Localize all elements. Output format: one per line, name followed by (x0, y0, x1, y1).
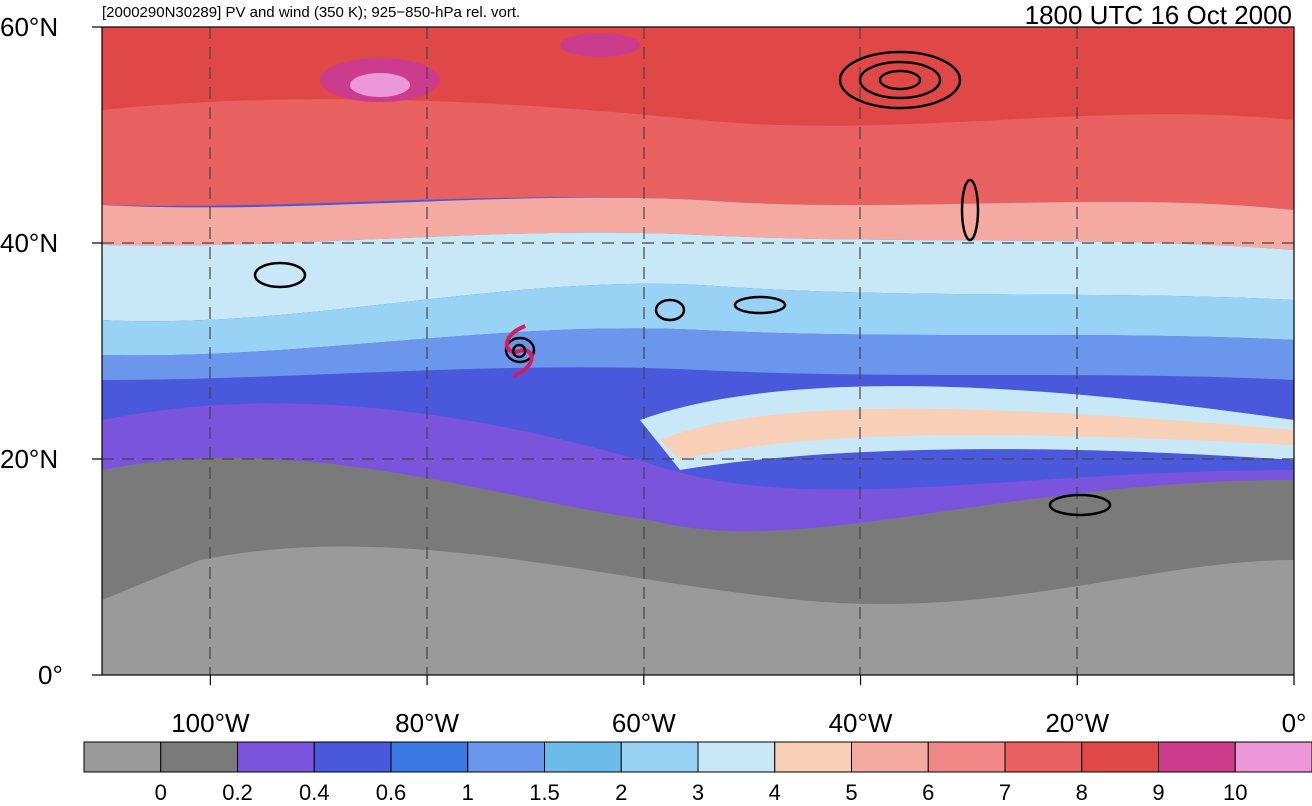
colorbar-label: 8 (1075, 780, 1088, 805)
lon-label: 80°W (395, 708, 460, 738)
colorbar-swatch (160, 741, 238, 773)
colorbar-swatch (1234, 741, 1312, 773)
colorbar-swatch (313, 741, 392, 773)
colorbar-label: 1.5 (529, 780, 560, 805)
colorbar-label: 3 (691, 780, 705, 805)
axis-ticks (92, 26, 1295, 685)
colorbar-label: 1 (461, 780, 474, 805)
lon-label: 20°W (1045, 708, 1110, 738)
storm-center (511, 343, 527, 359)
colorbar-swatch (1081, 741, 1159, 773)
colorbar-label: 0.2 (222, 780, 253, 805)
colorbar-label: 0.4 (298, 780, 330, 805)
colorbar-swatch (697, 741, 776, 773)
storm-symbol (504, 324, 534, 378)
pv-field (102, 27, 1294, 675)
colorbar-swatch (1158, 741, 1236, 773)
colorbar-swatch (927, 741, 1006, 773)
colorbar-label: 5 (845, 780, 858, 805)
colorbar-swatch (83, 741, 162, 773)
colorbar-label: 9 (1152, 780, 1165, 805)
colorbar (83, 741, 1312, 773)
colorbar-label: 0 (154, 780, 167, 805)
colorbar-swatch (390, 741, 469, 773)
lon-label: 100°W (171, 708, 250, 738)
colorbar-swatch (851, 741, 929, 773)
colorbar-label: 4 (768, 780, 781, 805)
lat-label-40: 40°N (0, 228, 59, 258)
colorbar-swatch (1004, 741, 1083, 773)
colorbar-label: 6 (922, 780, 935, 805)
lat-label-20: 20°N (0, 444, 59, 474)
colorbar-label: 0.6 (375, 780, 407, 805)
colorbar-swatch (620, 741, 699, 773)
colorbar-label: 7 (998, 780, 1012, 805)
colorbar-swatch (774, 741, 852, 773)
colorbar-swatch (237, 741, 315, 773)
lat-label-0: 0° (38, 660, 63, 690)
map-frame (101, 26, 1295, 676)
tropical-cyclone-icon (504, 324, 534, 378)
colorbar-label: 10 (1223, 780, 1248, 805)
colorbar-swatch (467, 741, 545, 773)
lat-label-60: 60°N (0, 12, 59, 42)
lon-label: 40°W (828, 708, 893, 738)
colorbar-swatch (544, 741, 622, 773)
map-subtitle: [2000290N30289] PV and wind (350 K); 925… (102, 4, 521, 21)
lon-label: 0° (1281, 708, 1307, 738)
valid-time-title: 1800 UTC 16 Oct 2000 (1024, 0, 1292, 30)
colorbar-label: 2 (615, 780, 628, 805)
lon-label: 60°W (611, 708, 676, 738)
